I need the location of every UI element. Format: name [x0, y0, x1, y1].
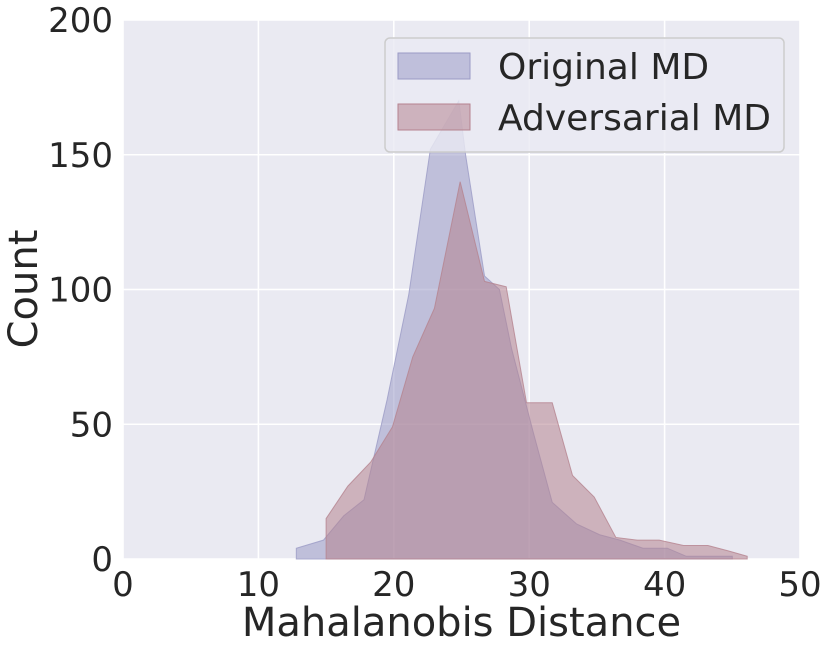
legend-label-original: Original MD [498, 47, 709, 88]
y-tick-label: 200 [48, 1, 113, 41]
x-tick-label: 20 [372, 565, 415, 605]
y-axis-label: Count [1, 230, 47, 349]
x-tick-label: 50 [778, 565, 821, 605]
legend-swatch-adversarial [397, 103, 471, 131]
x-tick-label: 0 [112, 565, 134, 605]
series-area-adversarial-md [325, 181, 748, 560]
legend: Original MD Adversarial MD [384, 37, 785, 153]
legend-box [384, 37, 785, 153]
y-tick-label: 50 [70, 405, 113, 445]
legend-swatch-original [397, 52, 471, 80]
y-tick-label: 0 [91, 540, 113, 580]
x-axis-label: Mahalanobis Distance [242, 600, 681, 646]
y-axis-ticks: 0 50 100 150 200 [48, 1, 113, 580]
x-axis-ticks: 0 10 20 30 40 50 [112, 565, 821, 605]
x-tick-label: 10 [237, 565, 280, 605]
y-tick-label: 150 [48, 136, 113, 176]
x-tick-label: 40 [643, 565, 686, 605]
series-layer [295, 99, 748, 560]
y-tick-label: 100 [48, 271, 113, 311]
x-tick-label: 30 [508, 565, 551, 605]
legend-label-adversarial: Adversarial MD [498, 98, 771, 139]
